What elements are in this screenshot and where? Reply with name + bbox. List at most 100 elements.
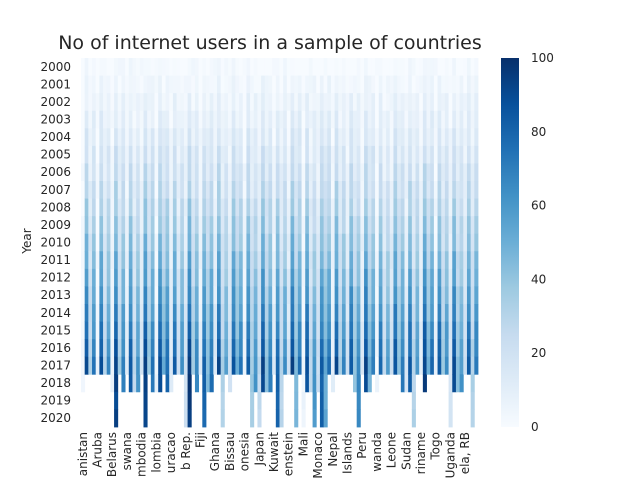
heatmap-cell [246, 198, 251, 217]
heatmap-cell [275, 198, 280, 217]
heatmap-cell [459, 93, 464, 112]
heatmap-cell [253, 198, 258, 217]
heatmap-cell [117, 58, 122, 76]
heatmap-cell [217, 128, 222, 147]
heatmap-cell [103, 198, 108, 217]
heatmap-cell [95, 216, 100, 235]
heatmap-cell [132, 286, 137, 305]
heatmap-cell [217, 356, 222, 375]
heatmap-cell [378, 233, 383, 252]
heatmap-cell [441, 181, 446, 199]
heatmap-cell [463, 145, 468, 164]
heatmap-cell [319, 145, 325, 164]
heatmap-cell [261, 58, 266, 76]
heatmap-cell [81, 181, 86, 199]
heatmap-cell [110, 286, 115, 305]
heatmap-cell [217, 198, 222, 217]
heatmap-cell [154, 251, 159, 270]
heatmap-cell [378, 93, 383, 112]
heatmap-cell [474, 321, 479, 340]
heatmap-cell [235, 198, 240, 217]
heatmap-cell [231, 58, 236, 76]
heatmap-cell [128, 75, 133, 94]
heatmap-cell [297, 110, 302, 129]
heatmap-cell [279, 93, 284, 112]
heatmap-cell [84, 268, 89, 287]
y-tick-label: 2012 [40, 271, 71, 285]
heatmap-cell [422, 145, 427, 164]
heatmap-cell [110, 304, 115, 322]
heatmap-cell [470, 233, 475, 252]
heatmap-cell [330, 163, 336, 182]
heatmap-cell [103, 268, 108, 287]
heatmap-cell [408, 233, 413, 252]
heatmap-cell [180, 75, 185, 94]
heatmap-cell [345, 110, 350, 129]
heatmap-cell [132, 321, 137, 340]
heatmap-cell [250, 58, 255, 76]
heatmap-cell [371, 58, 376, 76]
heatmap-cell [272, 110, 277, 129]
heatmap-cell [308, 268, 313, 287]
heatmap-cell [455, 356, 461, 375]
heatmap-cell [448, 216, 453, 235]
heatmap-cell [422, 233, 427, 252]
heatmap-cell [371, 110, 376, 129]
heatmap-cell [312, 58, 317, 76]
heatmap-cell [386, 339, 391, 358]
heatmap-cell [176, 110, 181, 129]
heatmap-cell [194, 93, 200, 112]
heatmap-cell [246, 251, 251, 270]
heatmap-cell [415, 163, 420, 182]
heatmap-cell [242, 304, 247, 322]
heatmap-cell [191, 163, 196, 182]
heatmap-cell [474, 181, 479, 199]
heatmap-cell [334, 286, 339, 305]
heatmap-cell [349, 251, 354, 270]
heatmap-cell [338, 58, 343, 76]
heatmap-cell [408, 339, 413, 358]
heatmap-cell [283, 181, 288, 199]
heatmap-cell [220, 128, 225, 147]
heatmap-cell [353, 339, 358, 358]
heatmap-cell [330, 110, 336, 129]
heatmap-cell [257, 391, 262, 410]
heatmap-cell [470, 128, 475, 147]
heatmap-cell [466, 251, 472, 270]
heatmap-cell [235, 75, 240, 94]
heatmap-cell [103, 110, 108, 129]
heatmap-cell [136, 251, 141, 270]
heatmap-cell [125, 339, 130, 358]
heatmap-cell [375, 198, 380, 217]
heatmap-cell [169, 374, 174, 393]
heatmap-cell [169, 339, 174, 358]
heatmap-cell [99, 163, 104, 182]
heatmap-cell [430, 145, 435, 164]
heatmap-cell [294, 321, 299, 340]
heatmap-cell [209, 304, 214, 322]
heatmap-cell [264, 145, 269, 164]
heatmap-cell [154, 233, 159, 252]
heatmap-cell [301, 198, 306, 217]
heatmap-cell [364, 216, 369, 235]
heatmap-cell [301, 409, 306, 428]
heatmap-cell [209, 198, 214, 217]
heatmap-cell [194, 374, 200, 393]
heatmap-cell [183, 75, 189, 94]
heatmap-cell [297, 304, 302, 322]
heatmap-cell [217, 321, 222, 340]
heatmap-cell [191, 145, 196, 164]
heatmap-cell [452, 198, 457, 217]
heatmap-cell [224, 339, 229, 358]
heatmap-cell [338, 286, 343, 305]
heatmap-cell [172, 75, 177, 94]
heatmap-cell [415, 233, 420, 252]
heatmap-cell [286, 321, 291, 340]
heatmap-cell [286, 128, 291, 147]
heatmap-cell [121, 110, 126, 129]
heatmap-cell [341, 163, 347, 182]
heatmap-cell [261, 216, 266, 235]
chart-title: No of internet users in a sample of coun… [58, 32, 482, 54]
heatmap-cell [165, 128, 170, 147]
heatmap-cell [250, 356, 255, 375]
